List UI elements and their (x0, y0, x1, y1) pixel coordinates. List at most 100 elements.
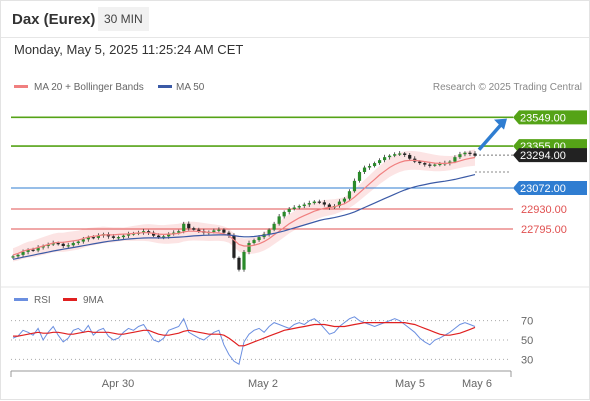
candle-body (197, 229, 201, 232)
candle-body (453, 157, 457, 162)
candle-body (448, 161, 452, 164)
x-tick-apr-30: Apr 30 (102, 378, 134, 390)
legend-swatch-rsi-ma (63, 298, 77, 301)
candle-body (352, 180, 357, 192)
datetime-label: Monday, May 5, 2025 11:25:24 AM CET (14, 42, 244, 57)
ma20-line (12, 156, 476, 256)
candle-body (232, 235, 236, 258)
candle-body (56, 243, 60, 245)
candle-body (71, 243, 75, 246)
candle-body (96, 235, 100, 238)
candle-body (428, 164, 432, 166)
price-tag-23294.00 (513, 148, 587, 163)
legend-label-rsi: RSI (34, 295, 51, 306)
candle-body (51, 243, 55, 245)
candle-body (182, 223, 186, 232)
candle-body (468, 152, 472, 154)
candle-body (383, 157, 387, 161)
candle-body (322, 202, 326, 205)
candle-body (418, 161, 422, 164)
price-tag-text-23072.00: 23072.00 (520, 183, 566, 195)
candle-body (377, 160, 382, 164)
legend-label-rsi-ma: 9MA (83, 295, 104, 306)
rsi-line (12, 316, 476, 365)
candle-body (463, 152, 467, 155)
candle-body (362, 167, 367, 172)
rsi-tick-30: 30 (521, 354, 533, 366)
candle-body (36, 247, 40, 251)
header: Dax (Eurex) 30 MIN (1, 1, 589, 38)
forecast-arrow-head (494, 118, 507, 130)
candle-body (312, 201, 316, 204)
candle-body (357, 171, 362, 181)
candle-body (116, 237, 121, 239)
x-tick-may-5: May 5 (395, 378, 425, 390)
candle-body (177, 231, 181, 233)
candle-body (297, 206, 301, 208)
price-tag-23072.00 (513, 180, 587, 195)
candle-body (167, 234, 171, 237)
candle-body (21, 251, 25, 255)
price-label-22795.00: 22795.00 (521, 224, 567, 236)
candle-body (217, 229, 221, 231)
candle-body (347, 191, 352, 199)
candle-body (141, 231, 146, 233)
candle-body (307, 203, 311, 205)
candle-body (327, 204, 331, 208)
candle-body (11, 256, 15, 258)
candle-body (227, 232, 231, 236)
rsi-tick-70: 70 (521, 316, 533, 328)
bollinger-band (13, 149, 475, 262)
price-tag-text-23294.00: 23294.00 (520, 150, 566, 162)
candle-body (267, 229, 271, 235)
x-tick-may-6: May 6 (462, 378, 492, 390)
candle-body (408, 154, 412, 159)
legend-swatch-ma20 (14, 85, 28, 88)
candle-body (292, 207, 296, 209)
candle-body (212, 230, 216, 232)
candle-body (126, 234, 131, 236)
candle-body (367, 166, 372, 168)
legend-swatch-ma50 (158, 85, 172, 88)
ma50-line (12, 174, 476, 260)
candle-body (146, 231, 151, 233)
instrument-title: Dax (Eurex) (12, 11, 96, 28)
candle-body (237, 257, 241, 270)
candle-body (162, 236, 166, 238)
candle-body (247, 243, 251, 252)
candle-body (337, 201, 342, 207)
candle-body (81, 239, 85, 242)
legend-swatch-rsi (14, 298, 28, 301)
candle-body (473, 153, 477, 156)
candle-body (317, 201, 321, 203)
candle-body (342, 198, 347, 202)
candle-body (438, 163, 442, 166)
candle-body (91, 237, 95, 239)
price-tag-23549.00 (513, 110, 587, 125)
candle-body (257, 237, 261, 241)
candle-body (372, 163, 377, 167)
candle-body (398, 153, 402, 155)
candle-body (121, 235, 126, 238)
timeframe-selector[interactable]: 30 MIN (98, 7, 149, 31)
candle-body (46, 244, 50, 246)
candle-body (157, 235, 161, 238)
candle-body (388, 155, 392, 158)
candle-body (222, 229, 226, 233)
candle-body (111, 236, 116, 238)
candle-body (16, 254, 20, 257)
candle-body (187, 223, 191, 229)
x-tick-may-2: May 2 (248, 378, 278, 390)
candle-body (26, 249, 30, 252)
candle-body (131, 233, 136, 235)
candle-body (41, 245, 45, 248)
candle-body (252, 240, 256, 244)
candle-body (433, 164, 437, 166)
candle-body (423, 163, 427, 165)
candle-body (272, 223, 276, 230)
candle-body (287, 208, 291, 212)
candle-body (282, 211, 286, 217)
candle-body (152, 232, 156, 236)
